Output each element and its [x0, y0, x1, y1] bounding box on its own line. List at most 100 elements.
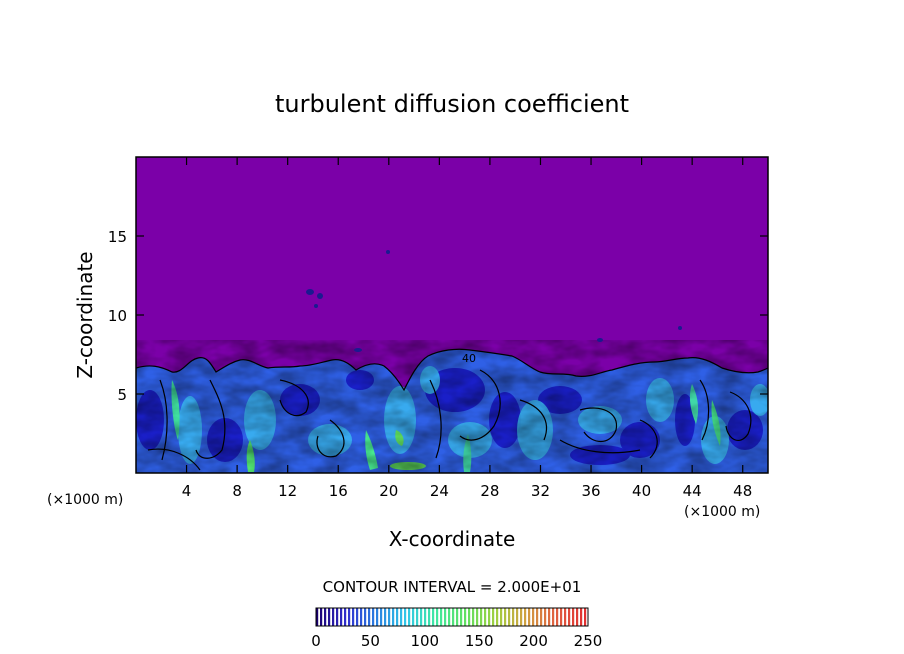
x-tick-label: 44 — [683, 482, 702, 500]
colorbar-stripe — [352, 608, 355, 626]
x-unit-left: (×1000 m) — [47, 492, 123, 508]
colorbar-stripe — [336, 608, 339, 626]
colorbar-stripe — [432, 608, 435, 626]
colorbar-stripe — [444, 608, 447, 626]
colorbar-stripe — [556, 608, 559, 626]
colorbar-stripe — [464, 608, 467, 626]
colorbar-stripe — [316, 608, 319, 626]
colorbar-stripe — [368, 608, 371, 626]
y-tick-label: 10 — [108, 307, 127, 325]
colorbar-stripe — [436, 608, 439, 626]
colorbar-stripe — [500, 608, 503, 626]
colorbar-stripe — [548, 608, 551, 626]
colorbar-stripe — [380, 608, 383, 626]
colorbar-stripe — [320, 608, 323, 626]
colorbar-stripe — [400, 608, 403, 626]
x-tick-label: 32 — [531, 482, 550, 500]
colorbar-stripe — [492, 608, 495, 626]
colorbar-stripe — [428, 608, 431, 626]
colorbar-stripe — [484, 608, 487, 626]
x-tick-label: 40 — [632, 482, 651, 500]
colorbar-labels: 0 50 100 150 200 250 — [311, 632, 602, 650]
plot-area: 40 — [136, 157, 768, 473]
x-tick-label: 16 — [329, 482, 348, 500]
colorbar-stripe — [520, 608, 523, 626]
colorbar-stripe — [384, 608, 387, 626]
colorbar-stripe — [488, 608, 491, 626]
colorbar-stripe — [392, 608, 395, 626]
chart-title: turbulent diffusion coefficient — [275, 90, 629, 118]
y-tick-label: 5 — [117, 386, 127, 404]
colorbar-tick-label: 250 — [574, 632, 603, 650]
colorbar-stripe — [568, 608, 571, 626]
x-tick-label: 36 — [581, 482, 600, 500]
x-tick-label: 24 — [430, 482, 449, 500]
contour-label: 40 — [462, 352, 476, 365]
colorbar-stripe — [536, 608, 539, 626]
colorbar-stripe — [344, 608, 347, 626]
x-tick-label: 48 — [733, 482, 752, 500]
colorbar-tick-label: 0 — [311, 632, 321, 650]
colorbar-stripe — [364, 608, 367, 626]
x-tick-label: 4 — [182, 482, 192, 500]
colorbar-stripe — [340, 608, 343, 626]
colorbar-stripe — [524, 608, 527, 626]
colorbar-stripe — [528, 608, 531, 626]
colorbar-tick-label: 150 — [465, 632, 494, 650]
colorbar-stripe — [476, 608, 479, 626]
colorbar-stripe — [440, 608, 443, 626]
colorbar-stripe — [328, 608, 331, 626]
colorbar-stripe — [480, 608, 483, 626]
y-axis: 5 10 15 — [108, 228, 768, 404]
colorbar-stripe — [412, 608, 415, 626]
colorbar-stripe — [448, 608, 451, 626]
x-tick-label: 8 — [232, 482, 242, 500]
colorbar-stripe — [452, 608, 455, 626]
colorbar-stripe — [356, 608, 359, 626]
colorbar-stripe — [468, 608, 471, 626]
colorbar-stripe — [348, 608, 351, 626]
colorbar-tick-label: 50 — [361, 632, 380, 650]
contour-lines — [136, 348, 768, 471]
colorbar-stripe — [332, 608, 335, 626]
colorbar-stripe — [456, 608, 459, 626]
colorbar-stripe — [420, 608, 423, 626]
colorbar-stripe — [324, 608, 327, 626]
colorbar-frame — [315, 607, 589, 627]
colorbar-stripe — [376, 608, 379, 626]
colorbar-stripe — [560, 608, 563, 626]
colorbar-stripe — [552, 608, 555, 626]
scattered-patches — [306, 250, 682, 352]
colorbar-stripe — [408, 608, 411, 626]
colorbar-stripe — [404, 608, 407, 626]
y-axis-label: Z-coordinate — [73, 251, 97, 378]
colorbar-stripe — [564, 608, 567, 626]
colorbar-tick-label: 100 — [410, 632, 439, 650]
colorbar-stripe — [372, 608, 375, 626]
colorbar-stripe — [396, 608, 399, 626]
x-tick-label: 28 — [480, 482, 499, 500]
colorbar-stripe — [576, 608, 579, 626]
colorbar-stripe — [360, 608, 363, 626]
colorbar-stripe — [504, 608, 507, 626]
colorbar-stripe — [472, 608, 475, 626]
colorbar-stripe — [580, 608, 583, 626]
colorbar-stripe — [424, 608, 427, 626]
colorbar-stripe — [540, 608, 543, 626]
y-tick-label: 15 — [108, 228, 127, 246]
colorbar-stripe — [572, 608, 575, 626]
x-tick-label: 20 — [379, 482, 398, 500]
colorbar-stripe — [508, 608, 511, 626]
contour-interval: CONTOUR INTERVAL = 2.000E+01 — [323, 578, 582, 596]
colorbar-stripe — [496, 608, 499, 626]
colorbar — [315, 607, 589, 627]
colorbar-tick-label: 200 — [519, 632, 548, 650]
x-axis-label: X-coordinate — [389, 527, 516, 551]
colorbar-stripe — [584, 608, 587, 626]
colorbar-stripe — [532, 608, 535, 626]
colorbar-stripe — [516, 608, 519, 626]
colorbar-stripe — [460, 608, 463, 626]
x-axis: 4 8 12 16 20 24 28 32 36 40 44 48 — [182, 157, 752, 500]
colorbar-stripe — [416, 608, 419, 626]
x-unit-right: (×1000 m) — [684, 504, 760, 520]
